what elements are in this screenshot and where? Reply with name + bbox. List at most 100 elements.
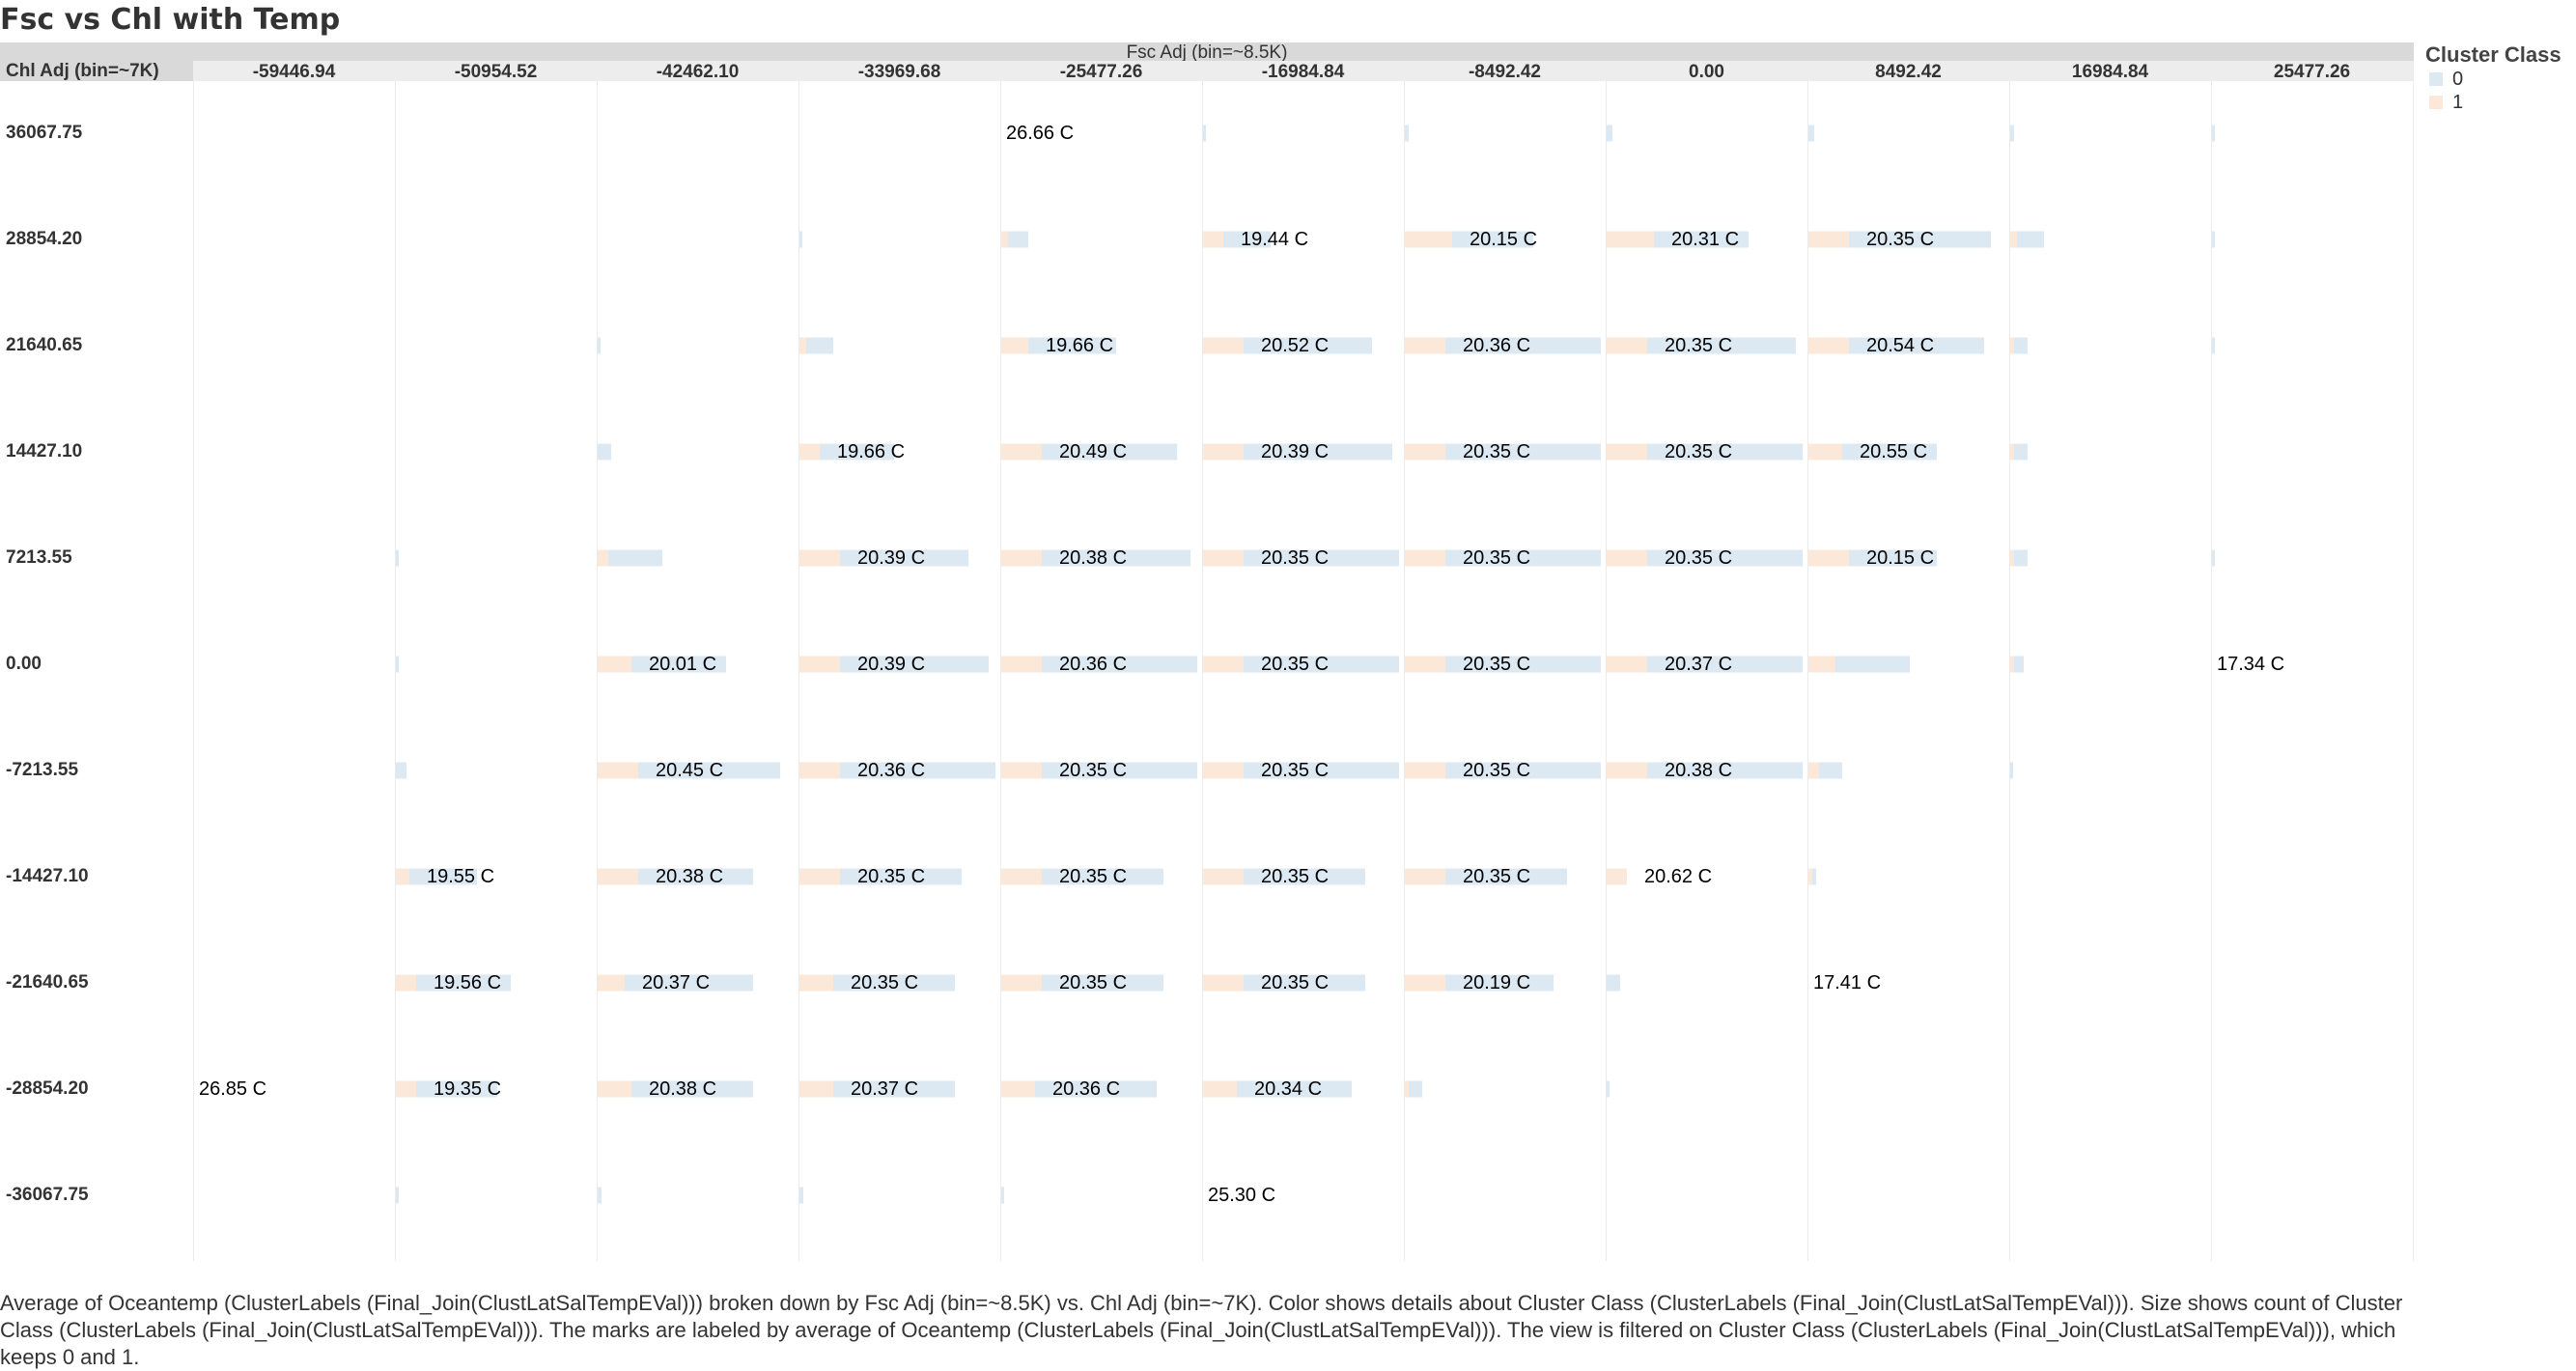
cluster-1-bar[interactable] bbox=[1607, 868, 1627, 885]
cluster-1-bar[interactable] bbox=[1808, 762, 1819, 779]
cluster-0-bar[interactable] bbox=[396, 762, 407, 779]
cluster-0-bar[interactable] bbox=[1244, 337, 1372, 354]
cluster-0-bar[interactable] bbox=[598, 443, 611, 461]
cluster-0-bar[interactable] bbox=[1647, 656, 1803, 673]
cluster-1-bar[interactable] bbox=[1405, 656, 1445, 673]
cluster-1-bar[interactable] bbox=[1607, 337, 1647, 354]
cluster-1-bar[interactable] bbox=[2010, 231, 2017, 248]
cluster-0-bar[interactable] bbox=[625, 974, 753, 992]
cluster-1-bar[interactable] bbox=[1001, 656, 1042, 673]
cluster-1-bar[interactable] bbox=[1203, 443, 1244, 461]
cluster-0-bar[interactable] bbox=[396, 549, 399, 567]
cluster-0-bar[interactable] bbox=[1244, 443, 1392, 461]
cluster-0-bar[interactable] bbox=[1812, 868, 1817, 885]
cluster-0-bar[interactable] bbox=[1607, 974, 1620, 992]
cluster-0-bar[interactable] bbox=[1203, 125, 1206, 142]
cluster-1-bar[interactable] bbox=[1001, 443, 1042, 461]
cluster-0-bar[interactable] bbox=[1035, 1080, 1157, 1098]
cluster-0-bar[interactable] bbox=[2212, 125, 2215, 142]
cluster-1-bar[interactable] bbox=[1001, 974, 1042, 992]
cluster-1-bar[interactable] bbox=[1203, 762, 1244, 779]
cluster-0-bar[interactable] bbox=[1445, 656, 1601, 673]
cluster-0-bar[interactable] bbox=[638, 868, 753, 885]
cluster-1-bar[interactable] bbox=[1405, 337, 1445, 354]
cluster-1-bar[interactable] bbox=[799, 549, 840, 567]
cluster-1-bar[interactable] bbox=[1203, 549, 1244, 567]
cluster-1-bar[interactable] bbox=[1607, 549, 1647, 567]
cluster-1-bar[interactable] bbox=[2010, 549, 2015, 567]
cluster-0-bar[interactable] bbox=[1445, 868, 1567, 885]
cluster-0-bar[interactable] bbox=[2010, 762, 2013, 779]
cluster-0-bar[interactable] bbox=[1244, 656, 1399, 673]
cluster-1-bar[interactable] bbox=[799, 762, 840, 779]
cluster-1-bar[interactable] bbox=[1405, 443, 1445, 461]
cluster-0-bar[interactable] bbox=[806, 337, 833, 354]
cluster-0-bar[interactable] bbox=[1849, 549, 1937, 567]
cluster-1-bar[interactable] bbox=[1607, 231, 1654, 248]
cluster-0-bar[interactable] bbox=[1042, 974, 1163, 992]
cluster-0-bar[interactable] bbox=[631, 656, 726, 673]
cluster-0-bar[interactable] bbox=[1835, 656, 1910, 673]
cluster-1-bar[interactable] bbox=[2010, 337, 2015, 354]
cluster-0-bar[interactable] bbox=[1042, 762, 1197, 779]
cluster-0-bar[interactable] bbox=[2014, 443, 2029, 461]
cluster-0-bar[interactable] bbox=[598, 337, 601, 354]
cluster-1-bar[interactable] bbox=[799, 337, 806, 354]
cluster-0-bar[interactable] bbox=[2212, 549, 2215, 567]
cluster-1-bar[interactable] bbox=[2010, 656, 2015, 673]
cluster-0-bar[interactable] bbox=[1647, 549, 1803, 567]
cluster-0-bar[interactable] bbox=[840, 868, 962, 885]
cluster-0-bar[interactable] bbox=[1042, 656, 1197, 673]
cluster-1-bar[interactable] bbox=[1203, 656, 1244, 673]
cluster-1-bar[interactable] bbox=[1405, 762, 1445, 779]
cluster-1-bar[interactable] bbox=[598, 762, 638, 779]
cluster-1-bar[interactable] bbox=[598, 549, 608, 567]
cluster-0-bar[interactable] bbox=[416, 1080, 497, 1098]
cluster-1-bar[interactable] bbox=[1203, 231, 1223, 248]
cluster-1-bar[interactable] bbox=[1203, 868, 1244, 885]
cluster-1-bar[interactable] bbox=[1001, 868, 1042, 885]
cluster-1-bar[interactable] bbox=[1405, 549, 1445, 567]
cluster-1-bar[interactable] bbox=[799, 868, 840, 885]
cluster-1-bar[interactable] bbox=[1808, 337, 1849, 354]
cluster-0-bar[interactable] bbox=[1223, 231, 1271, 248]
cluster-0-bar[interactable] bbox=[1028, 337, 1116, 354]
cluster-0-bar[interactable] bbox=[1818, 762, 1842, 779]
cluster-0-bar[interactable] bbox=[396, 656, 399, 673]
cluster-0-bar[interactable] bbox=[2010, 125, 2015, 142]
cluster-0-bar[interactable] bbox=[2014, 549, 2029, 567]
cluster-0-bar[interactable] bbox=[1409, 1080, 1423, 1098]
cluster-1-bar[interactable] bbox=[1001, 1080, 1035, 1098]
cluster-0-bar[interactable] bbox=[820, 443, 894, 461]
cluster-1-bar[interactable] bbox=[1607, 762, 1647, 779]
cluster-0-bar[interactable] bbox=[2017, 231, 2044, 248]
cluster-0-bar[interactable] bbox=[1452, 231, 1533, 248]
cluster-0-bar[interactable] bbox=[1008, 231, 1028, 248]
cluster-0-bar[interactable] bbox=[638, 762, 780, 779]
cluster-1-bar[interactable] bbox=[396, 868, 409, 885]
cluster-1-bar[interactable] bbox=[1001, 762, 1042, 779]
cluster-0-bar[interactable] bbox=[1445, 337, 1601, 354]
cluster-1-bar[interactable] bbox=[1405, 1080, 1410, 1098]
cluster-0-bar[interactable] bbox=[1244, 868, 1365, 885]
cluster-1-bar[interactable] bbox=[1607, 656, 1647, 673]
cluster-0-bar[interactable] bbox=[2212, 231, 2215, 248]
cluster-1-bar[interactable] bbox=[1405, 231, 1452, 248]
cluster-0-bar[interactable] bbox=[840, 549, 968, 567]
cluster-1-bar[interactable] bbox=[1405, 868, 1445, 885]
cluster-1-bar[interactable] bbox=[1607, 443, 1647, 461]
cluster-0-bar[interactable] bbox=[840, 656, 989, 673]
cluster-0-bar[interactable] bbox=[1244, 974, 1365, 992]
cluster-1-bar[interactable] bbox=[1203, 1080, 1237, 1098]
cluster-0-bar[interactable] bbox=[1607, 125, 1612, 142]
cluster-1-bar[interactable] bbox=[1808, 443, 1842, 461]
cluster-0-bar[interactable] bbox=[1647, 762, 1803, 779]
cluster-0-bar[interactable] bbox=[607, 549, 662, 567]
cluster-0-bar[interactable] bbox=[1607, 1080, 1610, 1098]
cluster-0-bar[interactable] bbox=[1647, 337, 1796, 354]
cluster-0-bar[interactable] bbox=[1405, 125, 1410, 142]
cluster-1-bar[interactable] bbox=[1001, 337, 1028, 354]
cluster-1-bar[interactable] bbox=[1808, 656, 1835, 673]
cluster-0-bar[interactable] bbox=[631, 1080, 753, 1098]
cluster-0-bar[interactable] bbox=[1842, 443, 1937, 461]
